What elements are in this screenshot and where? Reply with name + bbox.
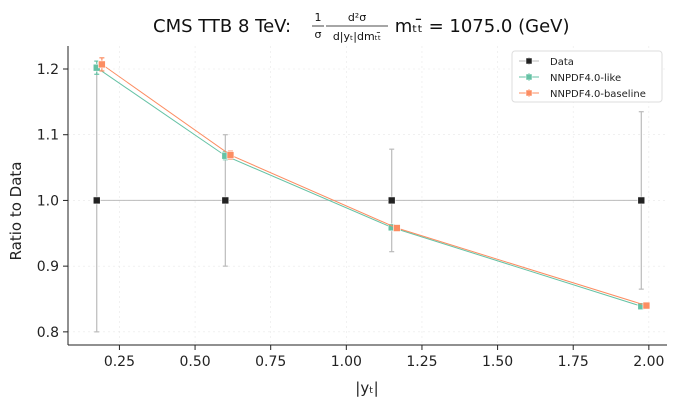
- title-prefix: CMS TTB 8 TeV:: [153, 16, 297, 37]
- legend-label: Data: [550, 57, 574, 68]
- series-nnpdf4-0-baseline: [98, 57, 651, 310]
- legend-marker: [525, 73, 533, 81]
- y-tick-label: 0.8: [37, 325, 59, 341]
- legend-marker: [525, 89, 533, 97]
- y-tick-label: 1.1: [37, 128, 59, 144]
- x-tick-label: 1.50: [482, 354, 513, 370]
- x-tick-label: 0.25: [104, 354, 135, 370]
- legend-label: NNPDF4.0-baseline: [550, 89, 646, 100]
- title-suffix: mₜₜ̄ = 1075.0 (GeV): [389, 16, 569, 37]
- data-point: [637, 196, 646, 205]
- legend-frame: [511, 50, 663, 103]
- legend-marker: [525, 57, 533, 65]
- series-data: [92, 68, 646, 333]
- axes: 0.25 0.50 0.75 1.00 1.25 1.50 1.75 2.00 0.8 0.9 1.…: [37, 46, 667, 370]
- data-point: [221, 196, 230, 205]
- y-tick-label: 1.2: [37, 62, 59, 78]
- title-frac2-den: d|yₜ|dmₜₜ̄: [333, 30, 381, 43]
- data-point: [226, 151, 235, 159]
- x-tick-label: 0.50: [179, 354, 210, 370]
- y-axis-label: Ratio to Data: [7, 162, 25, 261]
- x-tick-label: 1.00: [331, 354, 362, 370]
- legend: Data NNPDF4.0-like NNPDF4.0-baseline: [511, 50, 663, 103]
- title-frac1-num: 1: [315, 11, 322, 24]
- y-tick-label: 0.9: [37, 259, 59, 275]
- data-point: [92, 196, 101, 205]
- data-point: [387, 196, 396, 205]
- x-tick-label: 1.25: [406, 354, 437, 370]
- x-tick-label: 1.75: [558, 354, 589, 370]
- title-frac2-num: d²σ: [348, 11, 366, 24]
- x-axis-label: |yₜ|: [355, 379, 378, 397]
- series-layer: [92, 57, 651, 333]
- x-tick-label: 0.75: [255, 354, 286, 370]
- series-line-nnpdf4-0-like: [96, 67, 642, 307]
- data-point: [642, 301, 651, 310]
- x-tick-label: 2.00: [633, 354, 664, 370]
- data-point: [98, 60, 106, 69]
- series-line-nnpdf4-0-baseline: [101, 63, 647, 307]
- legend-label: NNPDF4.0-like: [550, 73, 621, 84]
- chart-title: CMS TTB 8 TeV: 1 σ d²σ d|yₜ|dmₜₜ̄ mₜₜ̄ =…: [153, 11, 569, 43]
- title-frac1-den: σ: [315, 28, 322, 41]
- data-point: [393, 224, 401, 232]
- y-tick-label: 1.0: [37, 193, 59, 209]
